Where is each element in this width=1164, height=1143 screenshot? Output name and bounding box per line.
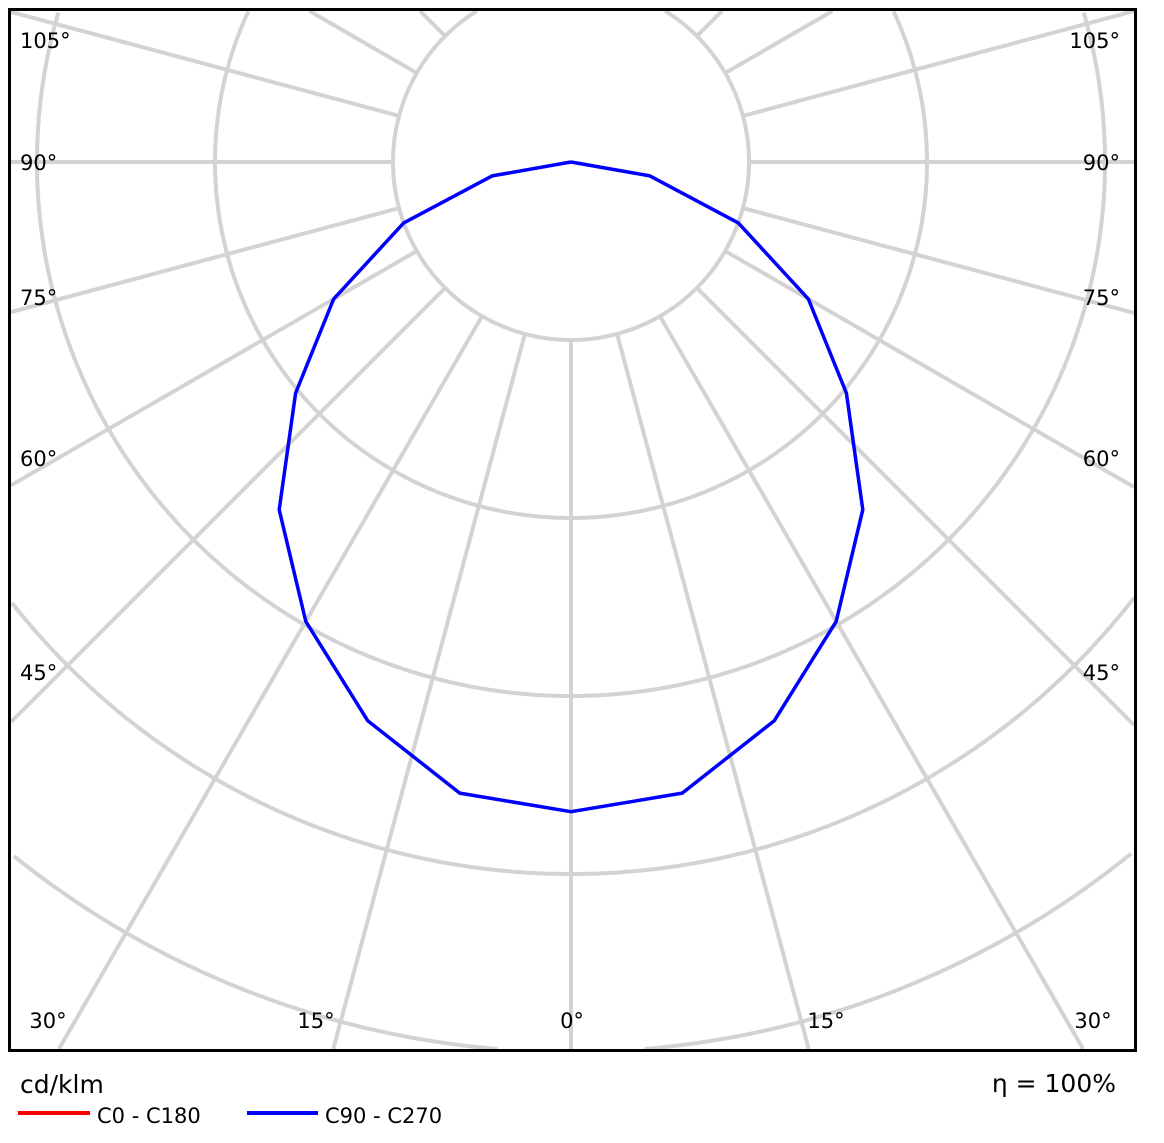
grid-ring [571, 9, 751, 342]
angle-label-bottom-0: 0° [560, 1009, 584, 1033]
angle-label-left-75: 75° [20, 286, 57, 310]
angle-label-right-60: 60° [1083, 447, 1120, 471]
grid-ring [644, 852, 1133, 1051]
grid-ring [571, 10, 929, 520]
polar-grid [9, 9, 1136, 1051]
angle-label-right-105: 105° [1069, 29, 1120, 53]
grid-ring [12, 854, 498, 1051]
angle-label-right-90: 90° [1083, 151, 1120, 175]
grid-spoke [742, 9, 1135, 118]
grid-ring [35, 12, 571, 698]
angle-label-left-105: 105° [20, 29, 71, 53]
grid-ring [213, 10, 571, 520]
series-curve-1 [277, 160, 865, 814]
grid-ring [10, 601, 571, 876]
curves [277, 160, 865, 814]
unit-label: cd/klm [20, 1070, 104, 1099]
grid-spoke [724, 9, 834, 75]
angle-label-left-90: 90° [20, 151, 57, 175]
grid-spoke [615, 333, 811, 1050]
grid-spoke [658, 315, 1085, 1051]
legend-label-c90-c270: C90 - C270 [325, 1104, 442, 1128]
grid-spoke [695, 286, 1136, 727]
grid-spoke [418, 9, 447, 38]
legend-label-c0-c180: C0 - C180 [97, 1104, 201, 1128]
angle-label-right-75: 75° [1083, 286, 1120, 310]
grid-spoke [10, 206, 400, 315]
angle-label-bottom-30-left: 30° [29, 1009, 66, 1033]
grid-spoke [695, 9, 724, 38]
grid-spoke [308, 9, 418, 75]
grid-ring [391, 9, 571, 342]
angle-label-left-60: 60° [20, 447, 57, 471]
grid-ring [571, 596, 1136, 876]
grid-spoke [57, 315, 484, 1051]
plot-frame [8, 8, 1137, 1052]
angle-label-right-45: 45° [1083, 661, 1120, 685]
grid-spoke [10, 9, 400, 118]
grid-ring [571, 12, 1107, 698]
efficiency-label: η = 100% [992, 1069, 1116, 1098]
grid-spoke [331, 333, 527, 1050]
grid-spoke [742, 206, 1135, 315]
angle-label-bottom-15-left: 15° [297, 1009, 334, 1033]
angle-label-left-45: 45° [20, 661, 57, 685]
angle-label-bottom-30-right: 30° [1074, 1009, 1111, 1033]
angle-label-bottom-15-right: 15° [807, 1009, 844, 1033]
grid-spoke [9, 249, 418, 488]
grid-spoke [9, 286, 447, 724]
legend: C0 - C180 C90 - C270 [18, 1104, 442, 1128]
grid-spoke [724, 249, 1135, 489]
